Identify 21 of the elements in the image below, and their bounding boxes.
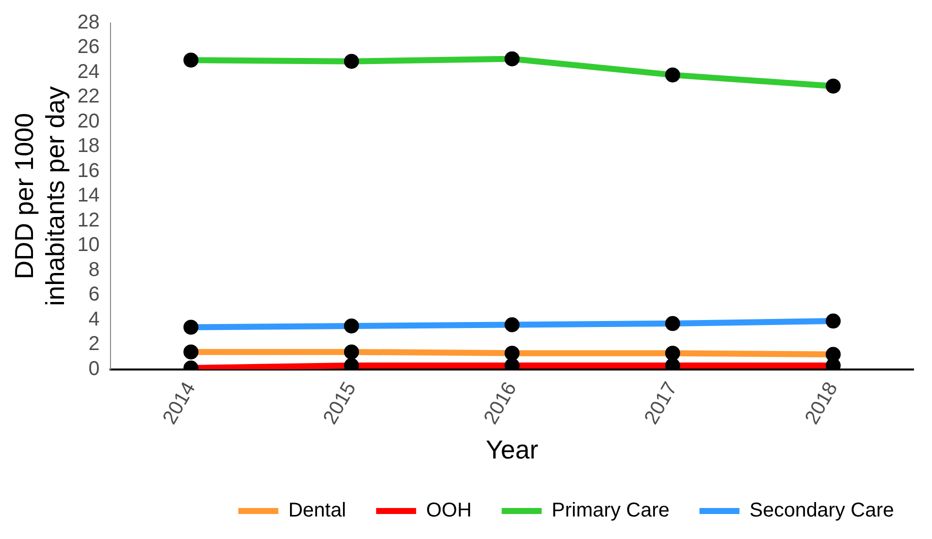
- legend-label: Primary Care: [552, 500, 670, 522]
- x-axis-title: Year: [486, 434, 539, 465]
- legend-label: OOH: [426, 500, 472, 522]
- y-tick-label: 10: [77, 234, 100, 256]
- y-tick-label: 0: [88, 358, 100, 380]
- y-tick-label: 12: [77, 209, 100, 232]
- y-tick-label: 18: [77, 135, 100, 158]
- y-tick-label: 24: [77, 60, 100, 83]
- legend-label: Dental: [288, 500, 346, 522]
- y-tick-label: 14: [77, 184, 100, 207]
- legend-label: Secondary Care: [749, 500, 894, 522]
- y-tick-label: 8: [88, 258, 100, 281]
- y-tick-label: 28: [77, 12, 100, 34]
- y-tick-label: 20: [77, 110, 100, 132]
- y-tick-label: 26: [77, 36, 100, 58]
- y-axis-title: DDD per 1000 inhabitants per day: [8, 86, 70, 306]
- y-tick-label: 22: [77, 86, 100, 108]
- y-tick-label: 16: [77, 160, 100, 182]
- y-tick-label: 2: [88, 333, 100, 356]
- y-tick-label: 6: [88, 284, 100, 306]
- y-tick-label: 4: [88, 308, 100, 330]
